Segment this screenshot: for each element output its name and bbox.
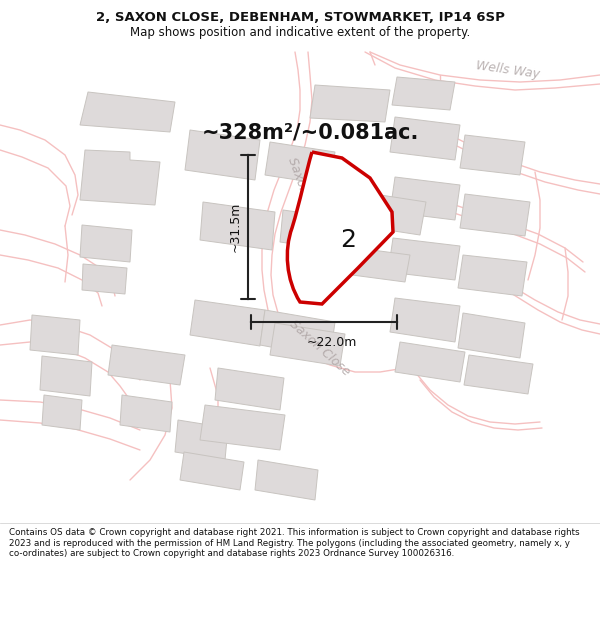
Polygon shape bbox=[270, 323, 345, 366]
Polygon shape bbox=[458, 255, 527, 296]
Polygon shape bbox=[460, 194, 530, 236]
Text: Contains OS data © Crown copyright and database right 2021. This information is : Contains OS data © Crown copyright and d… bbox=[9, 528, 580, 558]
Polygon shape bbox=[280, 210, 354, 252]
Polygon shape bbox=[200, 202, 275, 250]
Polygon shape bbox=[392, 77, 455, 110]
Polygon shape bbox=[180, 452, 244, 490]
Polygon shape bbox=[458, 313, 525, 358]
Polygon shape bbox=[255, 460, 318, 500]
Polygon shape bbox=[390, 177, 460, 220]
Polygon shape bbox=[80, 225, 132, 262]
Polygon shape bbox=[80, 150, 160, 205]
Polygon shape bbox=[82, 264, 127, 294]
Polygon shape bbox=[265, 142, 335, 185]
Polygon shape bbox=[40, 356, 92, 396]
Text: ~328m²/~0.081ac.: ~328m²/~0.081ac. bbox=[202, 122, 419, 142]
Polygon shape bbox=[395, 342, 465, 382]
Polygon shape bbox=[390, 298, 460, 342]
Polygon shape bbox=[108, 345, 185, 385]
Polygon shape bbox=[190, 300, 265, 346]
Text: Saxon Clos: Saxon Clos bbox=[285, 156, 321, 224]
Polygon shape bbox=[120, 395, 172, 432]
PathPatch shape bbox=[287, 152, 393, 304]
Text: Saxon Close: Saxon Close bbox=[287, 318, 353, 378]
Polygon shape bbox=[185, 130, 260, 180]
Polygon shape bbox=[80, 92, 175, 132]
Polygon shape bbox=[310, 85, 390, 122]
Polygon shape bbox=[390, 117, 460, 160]
Text: ~22.0m: ~22.0m bbox=[307, 336, 357, 349]
Polygon shape bbox=[215, 368, 284, 410]
Polygon shape bbox=[352, 248, 410, 282]
Polygon shape bbox=[200, 405, 285, 450]
Polygon shape bbox=[30, 315, 80, 355]
Text: Map shows position and indicative extent of the property.: Map shows position and indicative extent… bbox=[130, 26, 470, 39]
Polygon shape bbox=[388, 238, 460, 280]
Text: ~31.5m: ~31.5m bbox=[229, 202, 242, 252]
Text: 2: 2 bbox=[340, 228, 356, 252]
Text: 2, SAXON CLOSE, DEBENHAM, STOWMARKET, IP14 6SP: 2, SAXON CLOSE, DEBENHAM, STOWMARKET, IP… bbox=[95, 11, 505, 24]
Polygon shape bbox=[175, 420, 228, 460]
Polygon shape bbox=[42, 395, 82, 430]
Text: Wells Way: Wells Way bbox=[475, 59, 541, 81]
Polygon shape bbox=[464, 355, 533, 394]
Polygon shape bbox=[355, 192, 426, 235]
Polygon shape bbox=[460, 135, 525, 175]
Polygon shape bbox=[260, 310, 335, 358]
